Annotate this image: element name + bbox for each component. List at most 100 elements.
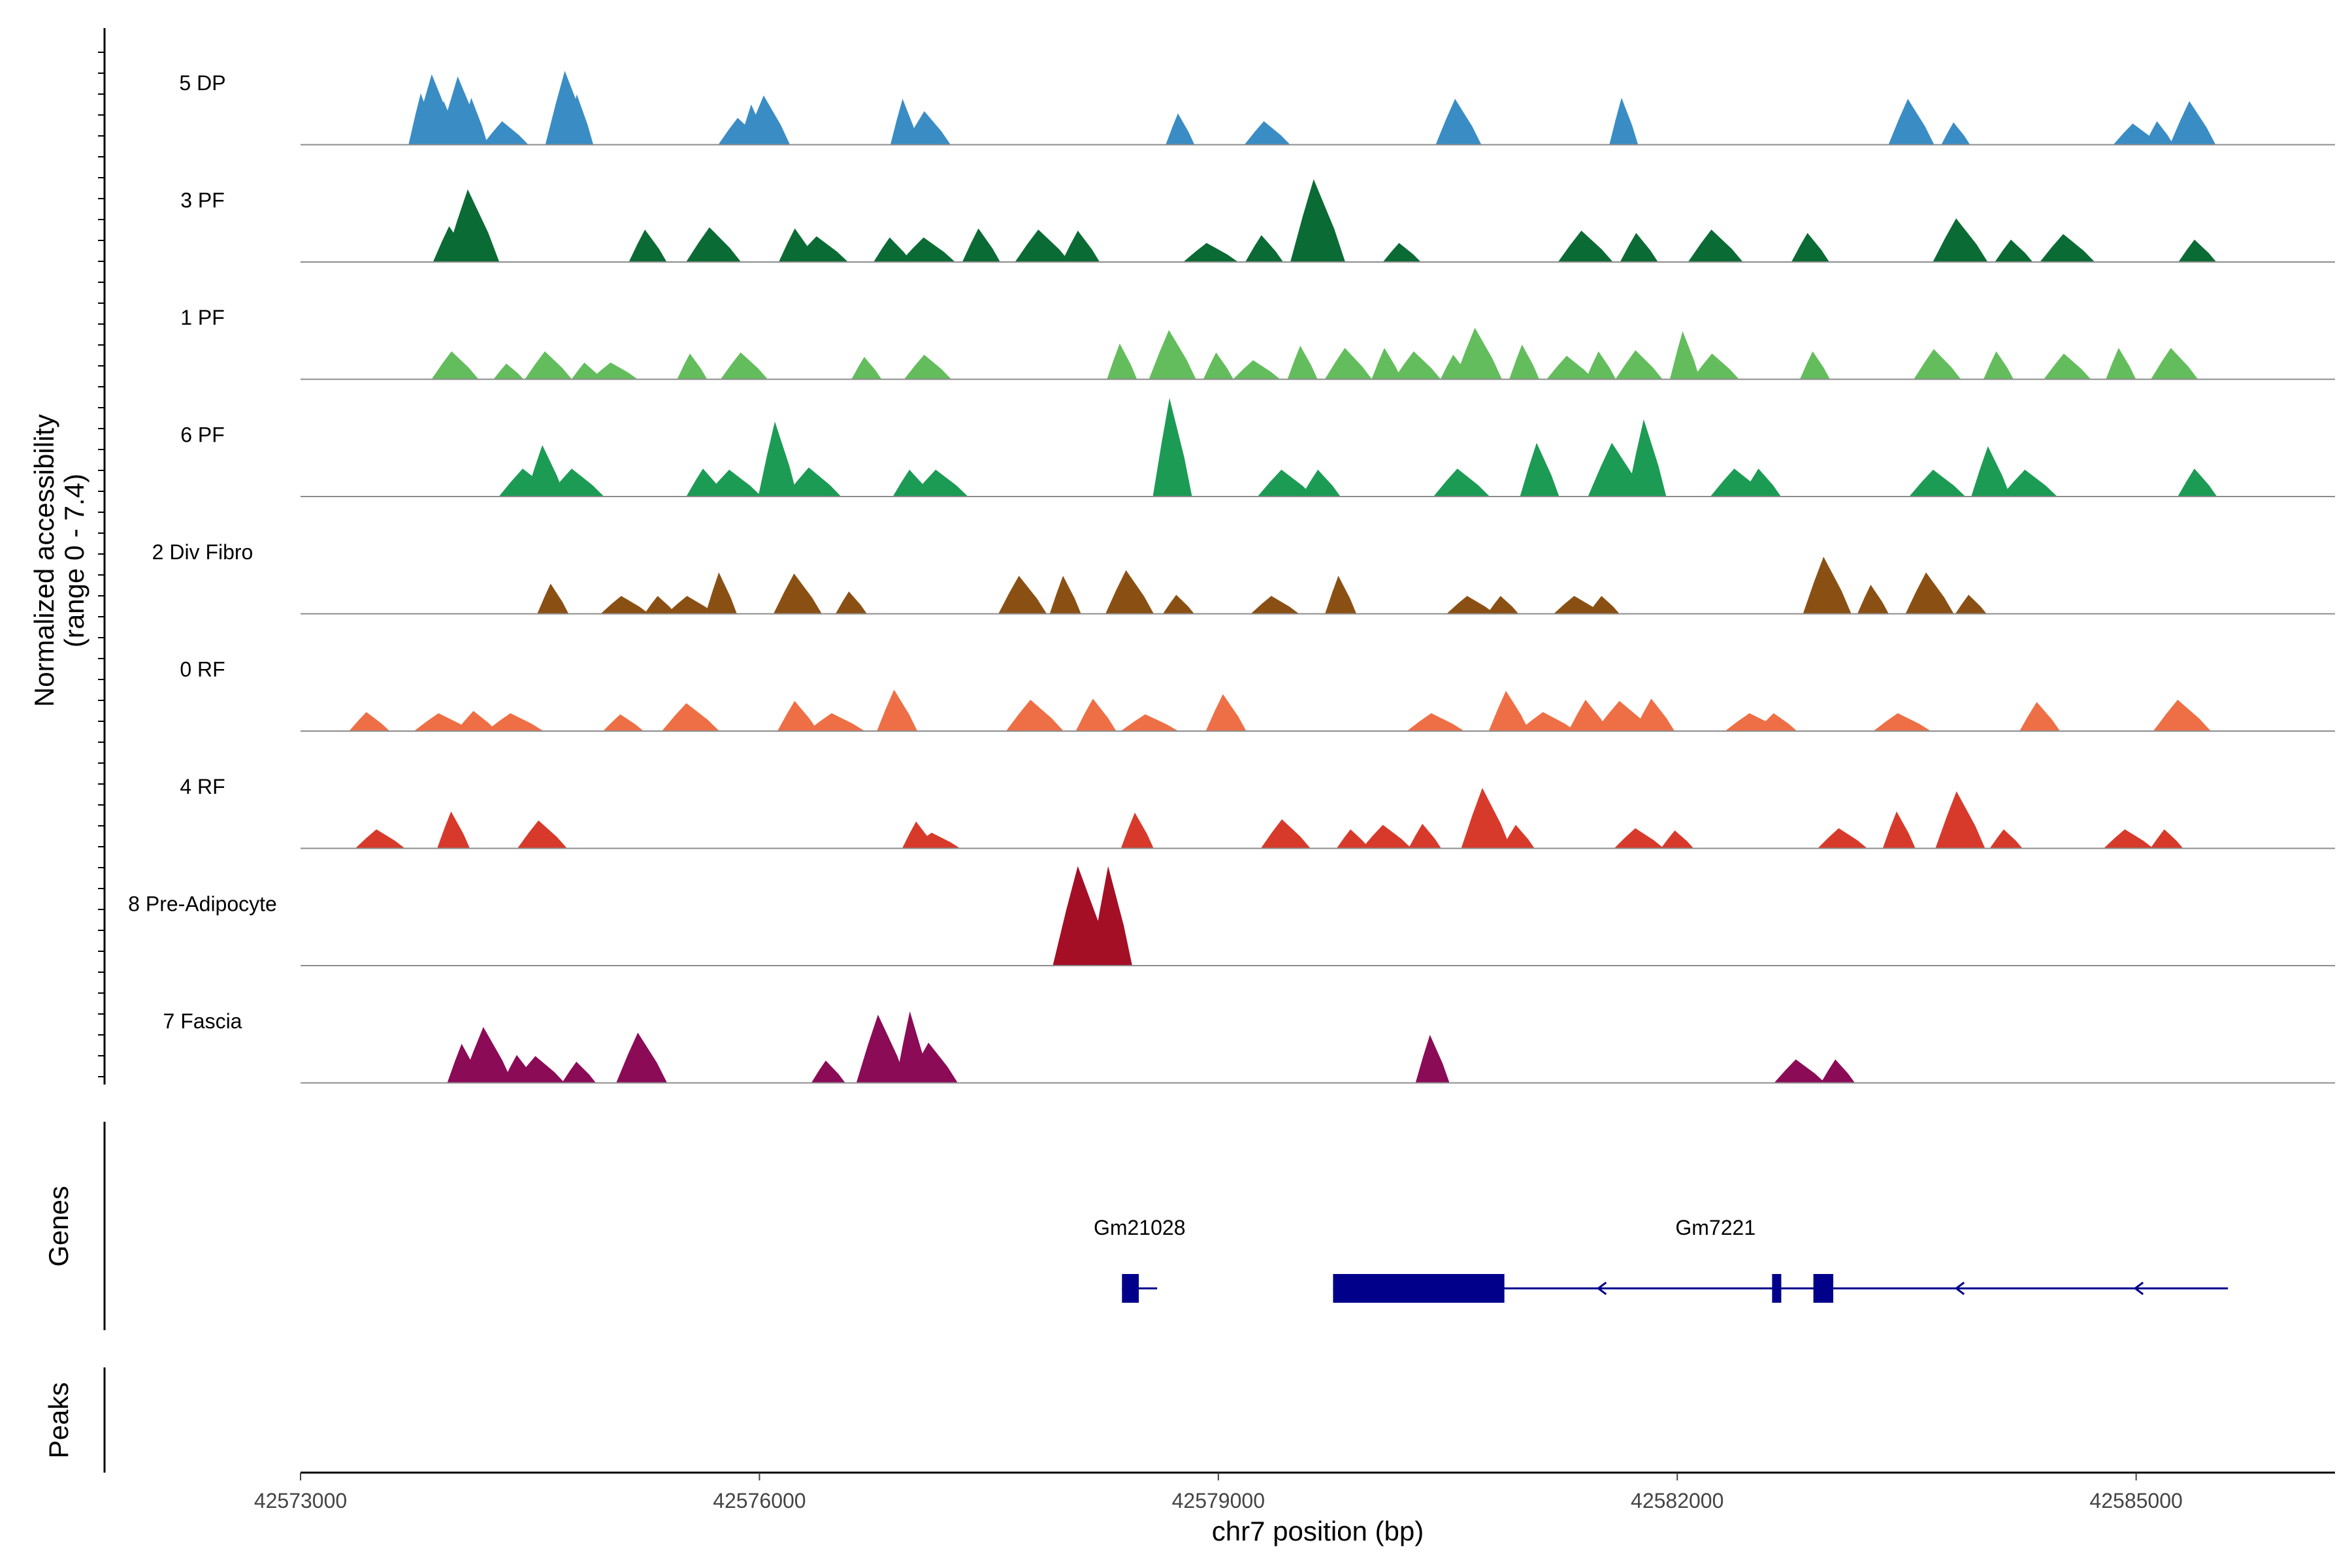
peak-mark [1454,327,1502,380]
peak-mark [1609,97,1639,145]
peak-mark [2019,702,2061,731]
peak-mark [2106,348,2136,380]
peak-mark [1120,714,1179,731]
peak-mark [1162,595,1194,614]
peak-mark [2103,829,2153,849]
peak-mark [851,357,882,380]
peak-mark [785,467,841,497]
peak-mark [1362,825,1412,849]
peak-mark [1546,355,1594,380]
genes-panel-label: Genes [43,1186,74,1267]
peak-mark [773,573,822,614]
peak-mark [1774,1059,1825,1083]
peak-mark [1669,331,1700,380]
peak-mark [1935,791,1985,849]
peak-mark [1995,239,2033,262]
peak-mark [1394,351,1441,380]
peak-mark [1371,348,1402,380]
peak-mark [1857,584,1889,614]
peak-mark [811,1060,845,1083]
peak-mark [911,469,968,497]
peak-mark [2150,829,2183,849]
peak-mark [904,111,951,145]
peak-mark [1446,596,1495,614]
peak-mark [1408,823,1441,849]
gene-label: Gm7221 [1675,1216,1756,1239]
peak-mark [1955,595,1987,614]
track-0: 5 DP [179,71,2335,146]
peak-mark [1433,468,1490,497]
peak-mark [644,596,676,614]
y-axis-title-line2: (range 0 - 7.4) [59,474,90,647]
y-axis-ticks [98,52,105,1077]
track-1: 3 PF [180,179,2335,263]
peak-mark [414,713,472,731]
peak-mark [2144,121,2174,145]
peak-mark [705,572,737,614]
track-label: 3 PF [180,189,225,212]
x-axis-ticks: 42573000 42576000 42579000 42582000 42585000 [254,1473,2183,1512]
peak-mark [1509,344,1540,380]
peak-mark [1586,351,1616,380]
peak-mark [1983,351,2014,380]
peak-mark [1120,812,1154,849]
peak-mark [1260,819,1311,849]
gene-exon [1813,1274,1834,1303]
peak-mark [590,362,638,380]
x-tick-label: 42582000 [1631,1489,1723,1512]
x-axis-title: chr7 position (bp) [1212,1516,1424,1546]
peak-mark [904,354,951,380]
gene-0: Gm21028 [1094,1216,1185,1303]
peak-mark [1415,1034,1450,1083]
track-label: 6 PF [180,423,225,447]
peak-mark [562,1061,596,1083]
peak-mark [807,713,865,731]
track-3: 6 PF [180,398,2335,497]
peak-mark [1287,346,1318,380]
peak-mark [1336,829,1369,849]
peak-mark [1627,419,1667,497]
peak-mark [1245,235,1284,262]
peak-mark [1558,231,1613,262]
peak-mark [1914,349,1961,380]
peak-mark [1933,218,1988,262]
gene-1: Gm7221 [1333,1216,2229,1303]
peak-mark [564,94,594,145]
peak-mark [1741,468,1781,497]
gene-exon [1333,1274,1505,1303]
peak-mark [744,95,791,145]
peak-mark [517,820,567,849]
peak-mark [1152,398,1192,497]
peak-mark [1090,866,1132,966]
peak-mark [459,97,488,145]
track-6: 4 RF [180,775,2335,849]
peak-mark [537,583,569,614]
peak-mark [1501,825,1535,849]
peak-mark [1905,572,1954,614]
x-tick-label: 42579000 [1172,1489,1265,1512]
peak-mark [1203,352,1233,380]
peak-mark [1233,360,1281,380]
peak-mark [482,121,529,145]
track-label: 0 RF [180,658,225,681]
peak-mark [1989,829,2023,849]
track-7: 8 Pre-Adipocyte [128,866,2335,966]
peak-mark [1791,233,1829,262]
peak-mark [514,1056,565,1083]
peak-mark [1818,828,1868,849]
peak-mark [1634,698,1675,731]
peak-mark [998,576,1047,614]
track-4: 2 Div Fibro [152,540,2335,615]
peak-mark [2001,469,2057,497]
peaks-panel-label: Peaks [43,1382,74,1459]
x-tick-label: 42585000 [2089,1489,2182,1512]
peak-mark [1301,469,1341,497]
peak-mark [1107,343,1137,380]
peak-mark [1252,122,1282,145]
x-tick-label: 42576000 [713,1489,806,1512]
peak-mark [874,237,912,262]
peak-mark [1290,179,1345,262]
peak-mark [720,352,768,380]
peak-mark [1250,596,1299,614]
peak-mark [1149,330,1196,380]
